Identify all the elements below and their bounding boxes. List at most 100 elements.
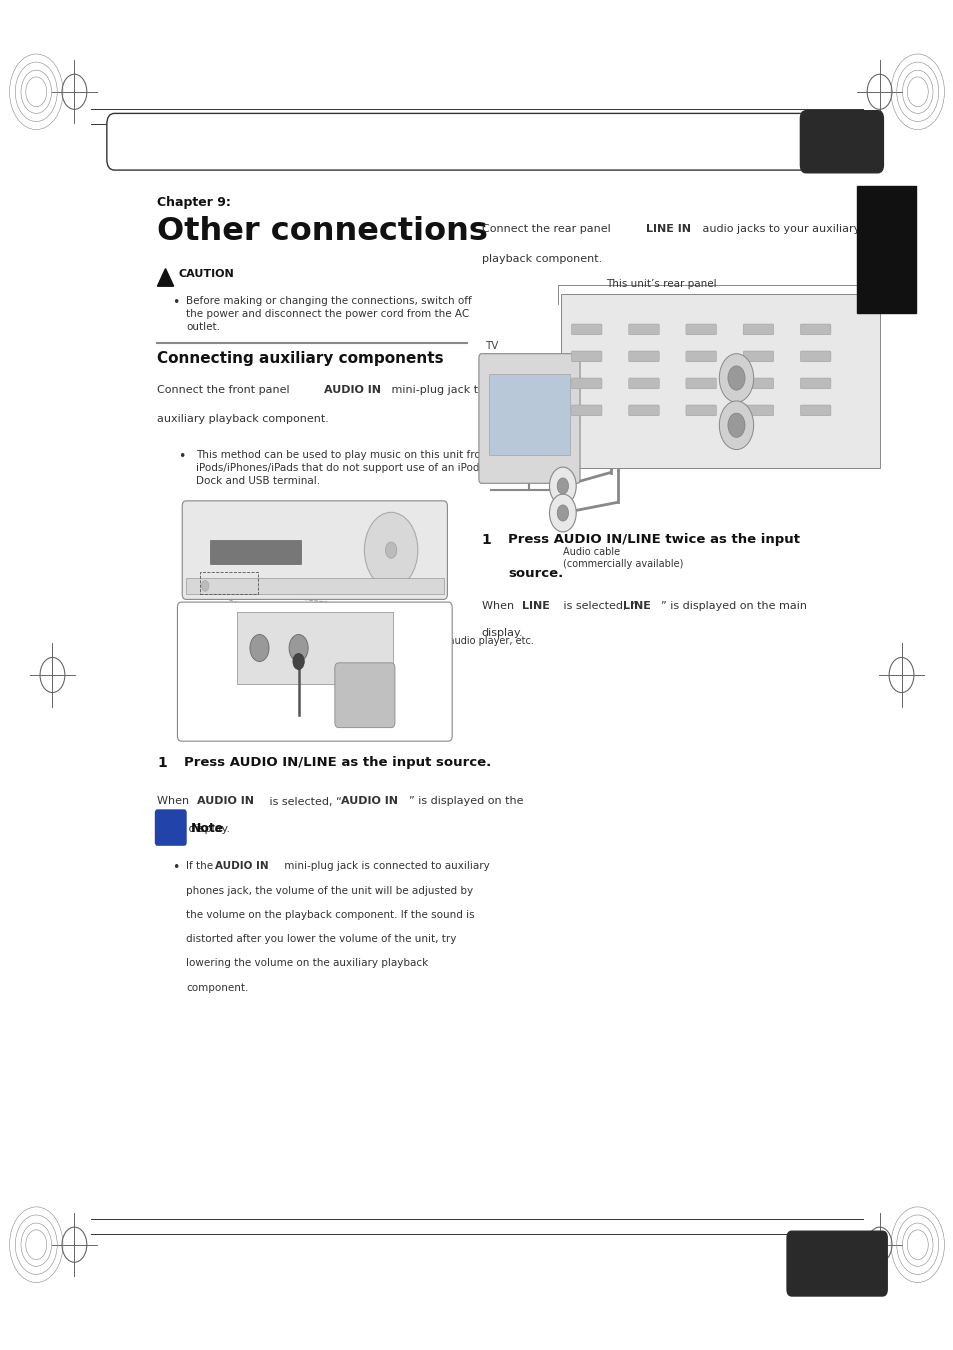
Text: LINE IN: LINE IN [645, 224, 690, 234]
Text: English: English [881, 228, 890, 271]
Text: ” is displayed on the: ” is displayed on the [409, 796, 523, 806]
FancyBboxPatch shape [800, 324, 830, 335]
Text: LINE: LINE [622, 601, 650, 610]
Text: auxiliary playback component.: auxiliary playback component. [157, 414, 329, 424]
Circle shape [727, 366, 744, 390]
FancyBboxPatch shape [571, 378, 601, 389]
Bar [489, 374, 569, 455]
Text: Chapter 9:: Chapter 9: [157, 196, 231, 209]
Circle shape [250, 634, 269, 662]
Text: 1: 1 [157, 756, 167, 770]
Circle shape [719, 354, 753, 402]
Text: 09: 09 [827, 132, 856, 151]
Text: Portable audio player, etc.: Portable audio player, etc. [405, 636, 534, 647]
Text: R: R [760, 375, 764, 381]
Circle shape [201, 580, 209, 591]
Circle shape [385, 541, 396, 559]
Circle shape [727, 413, 744, 437]
Text: Audio cable
(commercially available): Audio cable (commercially available) [562, 547, 682, 570]
Text: mini-plug jack to your: mini-plug jack to your [388, 385, 514, 394]
Text: AUDIO IN: AUDIO IN [324, 385, 381, 394]
Text: IN: IN [715, 304, 720, 309]
FancyBboxPatch shape [800, 378, 830, 389]
FancyBboxPatch shape [560, 294, 879, 468]
Text: source.: source. [508, 567, 563, 580]
FancyBboxPatch shape [628, 351, 659, 362]
Text: !: ! [164, 274, 167, 282]
Text: ♫: ♫ [165, 821, 176, 834]
FancyBboxPatch shape [155, 810, 186, 845]
Text: lowering the volume on the auxiliary playback: lowering the volume on the auxiliary pla… [186, 958, 428, 968]
Text: L: L [760, 423, 763, 428]
FancyBboxPatch shape [685, 351, 716, 362]
Text: is selected, “: is selected, “ [266, 796, 342, 806]
FancyBboxPatch shape [571, 324, 601, 335]
Text: VIDEO: VIDEO [667, 304, 682, 309]
Text: ” is displayed on the main: ” is displayed on the main [660, 601, 806, 610]
Circle shape [719, 401, 753, 450]
FancyBboxPatch shape [685, 378, 716, 389]
FancyBboxPatch shape [236, 612, 393, 684]
Text: Stereo mini-plug
cable (commercially
available): Stereo mini-plug cable (commercially ava… [189, 655, 288, 690]
Bar [210, 540, 300, 564]
Text: This method can be used to play music on this unit from
iPods/iPhones/iPads that: This method can be used to play music on… [195, 450, 490, 486]
Text: This unit’s rear panel: This unit’s rear panel [605, 279, 716, 289]
Text: phones jack, the volume of the unit will be adjusted by: phones jack, the volume of the unit will… [186, 886, 473, 895]
Text: •: • [172, 296, 179, 309]
Text: Other connections: Other connections [157, 216, 488, 247]
FancyBboxPatch shape [107, 113, 818, 170]
Text: CAUTION: CAUTION [178, 269, 233, 278]
FancyBboxPatch shape [786, 1231, 886, 1296]
Circle shape [557, 478, 568, 494]
Text: mini-plug jack is connected to auxiliary: mini-plug jack is connected to auxiliary [281, 861, 490, 871]
FancyBboxPatch shape [742, 405, 773, 416]
Text: distorted after you lower the volume of the unit, try: distorted after you lower the volume of … [186, 934, 456, 944]
Text: Connecting auxiliary components: Connecting auxiliary components [157, 351, 443, 366]
Text: Press AUDIO IN/LINE twice as the input: Press AUDIO IN/LINE twice as the input [508, 533, 800, 547]
FancyBboxPatch shape [685, 324, 716, 335]
Text: ANTENNA: ANTENNA [567, 304, 591, 309]
FancyBboxPatch shape [177, 602, 452, 741]
Text: Pioneer: Pioneer [210, 512, 236, 517]
FancyBboxPatch shape [742, 378, 773, 389]
Circle shape [557, 505, 568, 521]
Polygon shape [157, 269, 173, 286]
Text: component.: component. [186, 983, 248, 992]
Text: Other connections: Other connections [186, 134, 343, 150]
Text: AUDIO IN: AUDIO IN [197, 796, 254, 806]
FancyBboxPatch shape [335, 663, 395, 728]
Text: playback component.: playback component. [481, 254, 601, 263]
Text: Press AUDIO IN/LINE as the input source.: Press AUDIO IN/LINE as the input source. [184, 756, 491, 770]
Text: TV: TV [484, 342, 497, 351]
Text: 27: 27 [824, 1246, 849, 1265]
Text: AUDIO IN: AUDIO IN [214, 861, 268, 871]
Text: audio jacks to your auxiliary: audio jacks to your auxiliary [699, 224, 860, 234]
FancyBboxPatch shape [571, 351, 601, 362]
Bar [200, 572, 257, 594]
FancyBboxPatch shape [800, 111, 882, 173]
Circle shape [549, 467, 576, 505]
Text: AUDIO IN: AUDIO IN [340, 796, 397, 806]
Text: Connect the rear panel: Connect the rear panel [481, 224, 614, 234]
Text: LINE: LINE [691, 304, 705, 309]
Text: LINE: LINE [521, 601, 549, 610]
Text: X-CM31_SYXE8_En.book  27 ページ  ２０１３年４月８日  月曜日  午前１１時４９分: X-CM31_SYXE8_En.book 27 ページ ２０１３年４月８日 月曜… [148, 112, 416, 122]
Circle shape [289, 634, 308, 662]
Text: PHONES: PHONES [243, 620, 269, 625]
Circle shape [364, 513, 417, 589]
FancyBboxPatch shape [800, 405, 830, 416]
FancyBboxPatch shape [742, 324, 773, 335]
Bar [856, 186, 915, 313]
Text: display.: display. [481, 628, 523, 637]
Text: main display.: main display. [157, 824, 231, 833]
Text: When: When [157, 796, 193, 806]
Text: Note: Note [191, 822, 224, 836]
FancyBboxPatch shape [182, 501, 447, 599]
FancyBboxPatch shape [628, 405, 659, 416]
Circle shape [293, 653, 304, 670]
FancyBboxPatch shape [742, 351, 773, 362]
Bar [186, 578, 443, 594]
Text: En: En [831, 1276, 842, 1284]
FancyBboxPatch shape [571, 405, 601, 416]
Circle shape [549, 494, 576, 532]
